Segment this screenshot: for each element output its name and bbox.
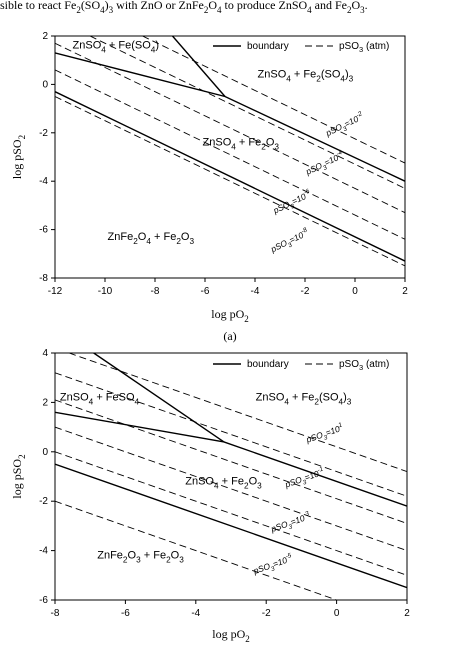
- pso3-line: [55, 69, 405, 240]
- region-label: ZnFe2O4 + Fe2O3: [108, 231, 195, 246]
- boundary-line: [93, 353, 225, 443]
- x-tick-label: -4: [191, 608, 200, 619]
- x-tick-label: 0: [334, 608, 340, 619]
- x-axis-label: log pO2: [212, 627, 250, 644]
- region-label: ZnSO4 + Fe2(SO4)3: [258, 69, 354, 84]
- pso3-line: [142, 36, 405, 164]
- boundary-line: [55, 463, 407, 589]
- pso3-label: pSO3=10-3: [268, 510, 312, 537]
- pso3-label: pSO3=10-2: [323, 110, 367, 141]
- x-tick-label: -6: [201, 286, 210, 297]
- region-label: ZnSO4 + Fe2(SO4)3: [256, 391, 352, 406]
- y-tick-label: -2: [39, 127, 48, 138]
- caption: (a): [223, 329, 236, 343]
- pso3-label: pSO3=10-5: [251, 552, 295, 579]
- y-tick-label: 2: [42, 397, 48, 408]
- y-axis-label: log pSO2: [10, 135, 27, 179]
- boundary-line: [55, 411, 407, 507]
- y-tick-label: -2: [39, 496, 48, 507]
- x-tick-label: -6: [121, 608, 130, 619]
- pso3-line: [55, 372, 407, 497]
- region-label: ZnSO4 + FeSO4: [60, 391, 140, 406]
- x-tick-label: -2: [301, 286, 310, 297]
- plot-area: [55, 353, 407, 600]
- pso3-label: pSO3=10-8: [268, 227, 312, 258]
- pso3-line: [89, 36, 405, 189]
- legend-label: boundary: [247, 359, 289, 370]
- region-label: ZnSO4 + Fe2O3: [203, 136, 280, 151]
- y-tick-label: 0: [42, 79, 48, 90]
- x-tick-label: 0: [352, 286, 358, 297]
- x-axis-label: log pO2: [211, 307, 249, 324]
- pso3-line: [55, 42, 405, 214]
- pso3-label: pSO3=10-4: [303, 149, 347, 180]
- boundary-line: [171, 36, 226, 97]
- y-tick-label: 4: [42, 348, 48, 359]
- pso3-line: [55, 399, 407, 524]
- x-tick-label: -8: [151, 286, 160, 297]
- pso3-line: [55, 96, 405, 267]
- y-tick-label: -4: [39, 176, 48, 187]
- pso3-label: pSO3=101: [304, 422, 346, 448]
- y-tick-label: 0: [42, 446, 48, 457]
- x-tick-label: 2: [402, 286, 408, 297]
- x-tick-label: -8: [51, 608, 60, 619]
- y-tick-label: 2: [42, 31, 48, 42]
- pso3-line: [55, 426, 407, 552]
- y-tick-label: -8: [39, 273, 48, 284]
- y-tick-label: -4: [39, 545, 48, 556]
- y-tick-label: -6: [39, 224, 48, 235]
- legend-label: boundary: [247, 41, 289, 52]
- header-text: sible to react Fe2(SO4)3 with ZnO or ZnF…: [0, 0, 368, 15]
- region-label: ZnSO4 + Fe2O3: [185, 475, 262, 490]
- boundary-line: [55, 91, 405, 262]
- legend-label: pSO3 (atm): [339, 41, 389, 55]
- x-tick-label: -4: [251, 286, 260, 297]
- plot-frame: [54, 35, 406, 279]
- plot-frame: [54, 352, 408, 601]
- y-axis-label: log pSO2: [10, 454, 27, 498]
- legend-label: pSO3 (atm): [339, 359, 389, 373]
- pso3-line: [55, 451, 407, 576]
- plot-area: [55, 36, 405, 267]
- x-tick-label: -10: [98, 286, 113, 297]
- y-tick-label: -6: [39, 595, 48, 606]
- x-tick-label: 2: [404, 608, 410, 619]
- x-tick-label: -2: [262, 608, 271, 619]
- pso3-line: [68, 353, 407, 472]
- x-tick-label: -12: [48, 286, 63, 297]
- pso3-label: pSO3=10-1: [283, 466, 327, 493]
- pso3-line: [55, 500, 337, 600]
- region-label: ZnFe2O3 + Fe2O3: [97, 549, 184, 564]
- region-label: ZnSO4 + Fe(SO4): [73, 40, 160, 55]
